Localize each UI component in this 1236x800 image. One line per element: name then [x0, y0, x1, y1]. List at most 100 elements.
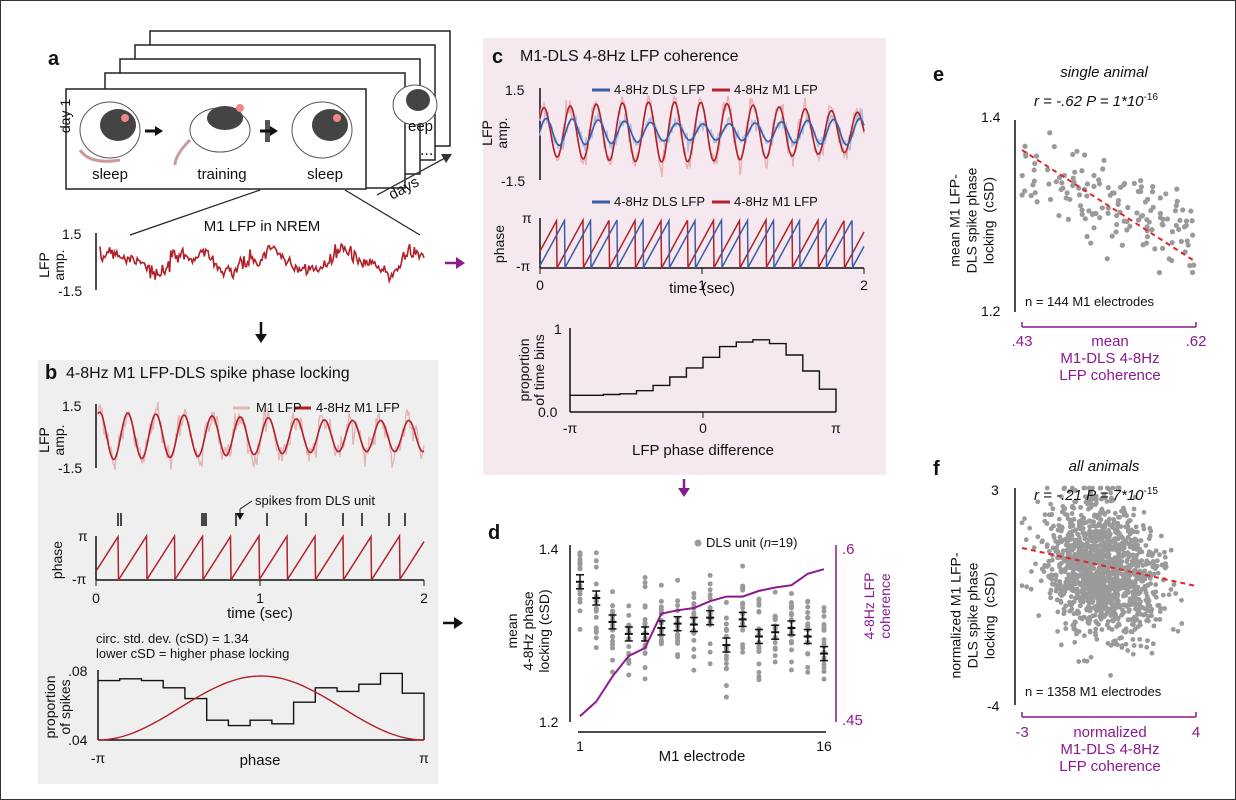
dls-unit-dot	[756, 661, 762, 667]
electrode-dot	[1116, 621, 1122, 627]
c-ytick-top: 1.5	[505, 82, 525, 98]
electrode-dot	[1075, 609, 1080, 614]
electrode-dot	[1086, 485, 1092, 491]
electrode-dot	[1153, 594, 1159, 600]
electrode-dot	[1155, 570, 1161, 576]
dls-unit-dot	[691, 590, 697, 596]
dls-unit-dot	[805, 623, 811, 629]
electrode-dot	[1157, 195, 1163, 201]
electrode-dot	[1091, 225, 1097, 231]
electrode-dot	[1104, 554, 1110, 560]
dls-unit-dot	[723, 683, 729, 689]
electrode-dot	[1099, 205, 1105, 211]
electrode-dot	[1168, 587, 1174, 592]
electrode-dot	[1090, 582, 1096, 588]
electrode-dot	[1044, 542, 1050, 548]
dls-unit-dot	[821, 664, 827, 670]
electrode-dot	[1079, 168, 1085, 174]
electrode-dot	[1079, 207, 1085, 213]
electrode-dot	[1100, 552, 1105, 558]
electrode-dot	[1157, 609, 1163, 614]
electrode-dot	[1115, 201, 1121, 207]
dls-unit-dot	[772, 614, 778, 620]
electrode-dot	[1144, 234, 1151, 240]
electrode-dot	[1125, 204, 1131, 211]
electrode-dot	[1153, 617, 1159, 622]
electrode-dot	[1092, 594, 1098, 600]
electrode-dot	[1067, 608, 1073, 614]
electrode-dot	[1117, 635, 1123, 641]
electrode-dot	[1079, 211, 1085, 217]
electrode-dot	[1056, 516, 1062, 522]
dls-unit-dot	[756, 608, 762, 614]
stage-label-sleep-1: sleep	[92, 166, 128, 183]
electrode-dot	[1019, 583, 1025, 589]
electrode-dot	[1104, 519, 1110, 524]
electrode-dot	[1058, 598, 1063, 604]
electrode-dot	[1061, 485, 1067, 491]
electrode-dot	[1058, 494, 1064, 499]
electrode-dot	[1125, 648, 1131, 653]
electrode-dot	[1091, 172, 1097, 179]
electrode-dot	[1046, 549, 1052, 554]
electrode-dot	[1173, 222, 1179, 229]
electrode-dot	[1102, 547, 1108, 553]
electrode-dot	[1174, 186, 1180, 192]
electrode-dot	[1071, 611, 1077, 617]
electrode-dot	[1019, 192, 1025, 198]
c-hist-xtick-left: -π	[562, 420, 578, 436]
electrode-dot	[1172, 208, 1179, 214]
electrode-dot	[1027, 525, 1033, 531]
electrode-dot	[1080, 543, 1086, 549]
dls-unit-dot	[626, 660, 632, 666]
electrode-dot	[1087, 629, 1093, 635]
electrode-dot	[1086, 506, 1091, 512]
electrode-dot	[1070, 579, 1076, 585]
electrode-dot	[1085, 542, 1091, 548]
d-ytick-bottom: 1.2	[539, 714, 559, 730]
electrode-dot	[1033, 561, 1038, 567]
electrode-dot	[1065, 516, 1071, 522]
electrode-dot	[1137, 619, 1143, 625]
electrode-dot	[1154, 563, 1160, 569]
electrode-dot	[1102, 512, 1108, 517]
dls-unit-dot	[707, 572, 713, 578]
dls-unit-dot	[642, 676, 648, 682]
electrode-dot	[1123, 641, 1129, 647]
electrode-dot	[1075, 531, 1080, 537]
electrode-dot	[1096, 549, 1101, 554]
electrode-dot	[1166, 256, 1172, 262]
b-xtick-2: 2	[420, 590, 428, 606]
electrode-dot	[1171, 582, 1177, 587]
electrode-dot	[1044, 167, 1051, 173]
electrode-dot	[1101, 579, 1107, 585]
c-hist-xtick-mid: 0	[699, 420, 707, 436]
electrode-dot	[1135, 542, 1140, 548]
dls-unit-dot	[642, 651, 648, 657]
electrode-dot	[1071, 516, 1077, 522]
dls-unit-dot	[756, 596, 762, 602]
electrode-dot	[1062, 589, 1068, 595]
electrode-dot	[1116, 530, 1122, 536]
dls-unit-dot	[756, 677, 762, 683]
electrode-dot	[1028, 569, 1034, 574]
e-ytick-top: 1.4	[981, 109, 1001, 125]
electrode-dot	[1107, 192, 1113, 198]
electrode-dot	[1149, 606, 1155, 612]
dls-unit-dot	[577, 608, 583, 614]
dls-unit-dot	[691, 637, 697, 643]
c-hist-xlabel: LFP phase difference	[631, 442, 775, 459]
dls-unit-dot	[577, 599, 583, 605]
dls-unit-dot	[756, 648, 762, 654]
dls-unit-dot	[821, 676, 827, 682]
electrode-dot	[1113, 605, 1119, 611]
electrode-dot	[1076, 629, 1082, 634]
electrode-dot	[1149, 189, 1156, 195]
electrode-dot	[1070, 151, 1076, 158]
dls-unit-dot	[675, 634, 681, 640]
c-hist-ytick-bottom: 0.0	[538, 404, 558, 420]
electrode-dot	[1091, 183, 1097, 189]
electrode-dot	[1024, 584, 1030, 590]
electrode-dot	[1153, 582, 1159, 588]
